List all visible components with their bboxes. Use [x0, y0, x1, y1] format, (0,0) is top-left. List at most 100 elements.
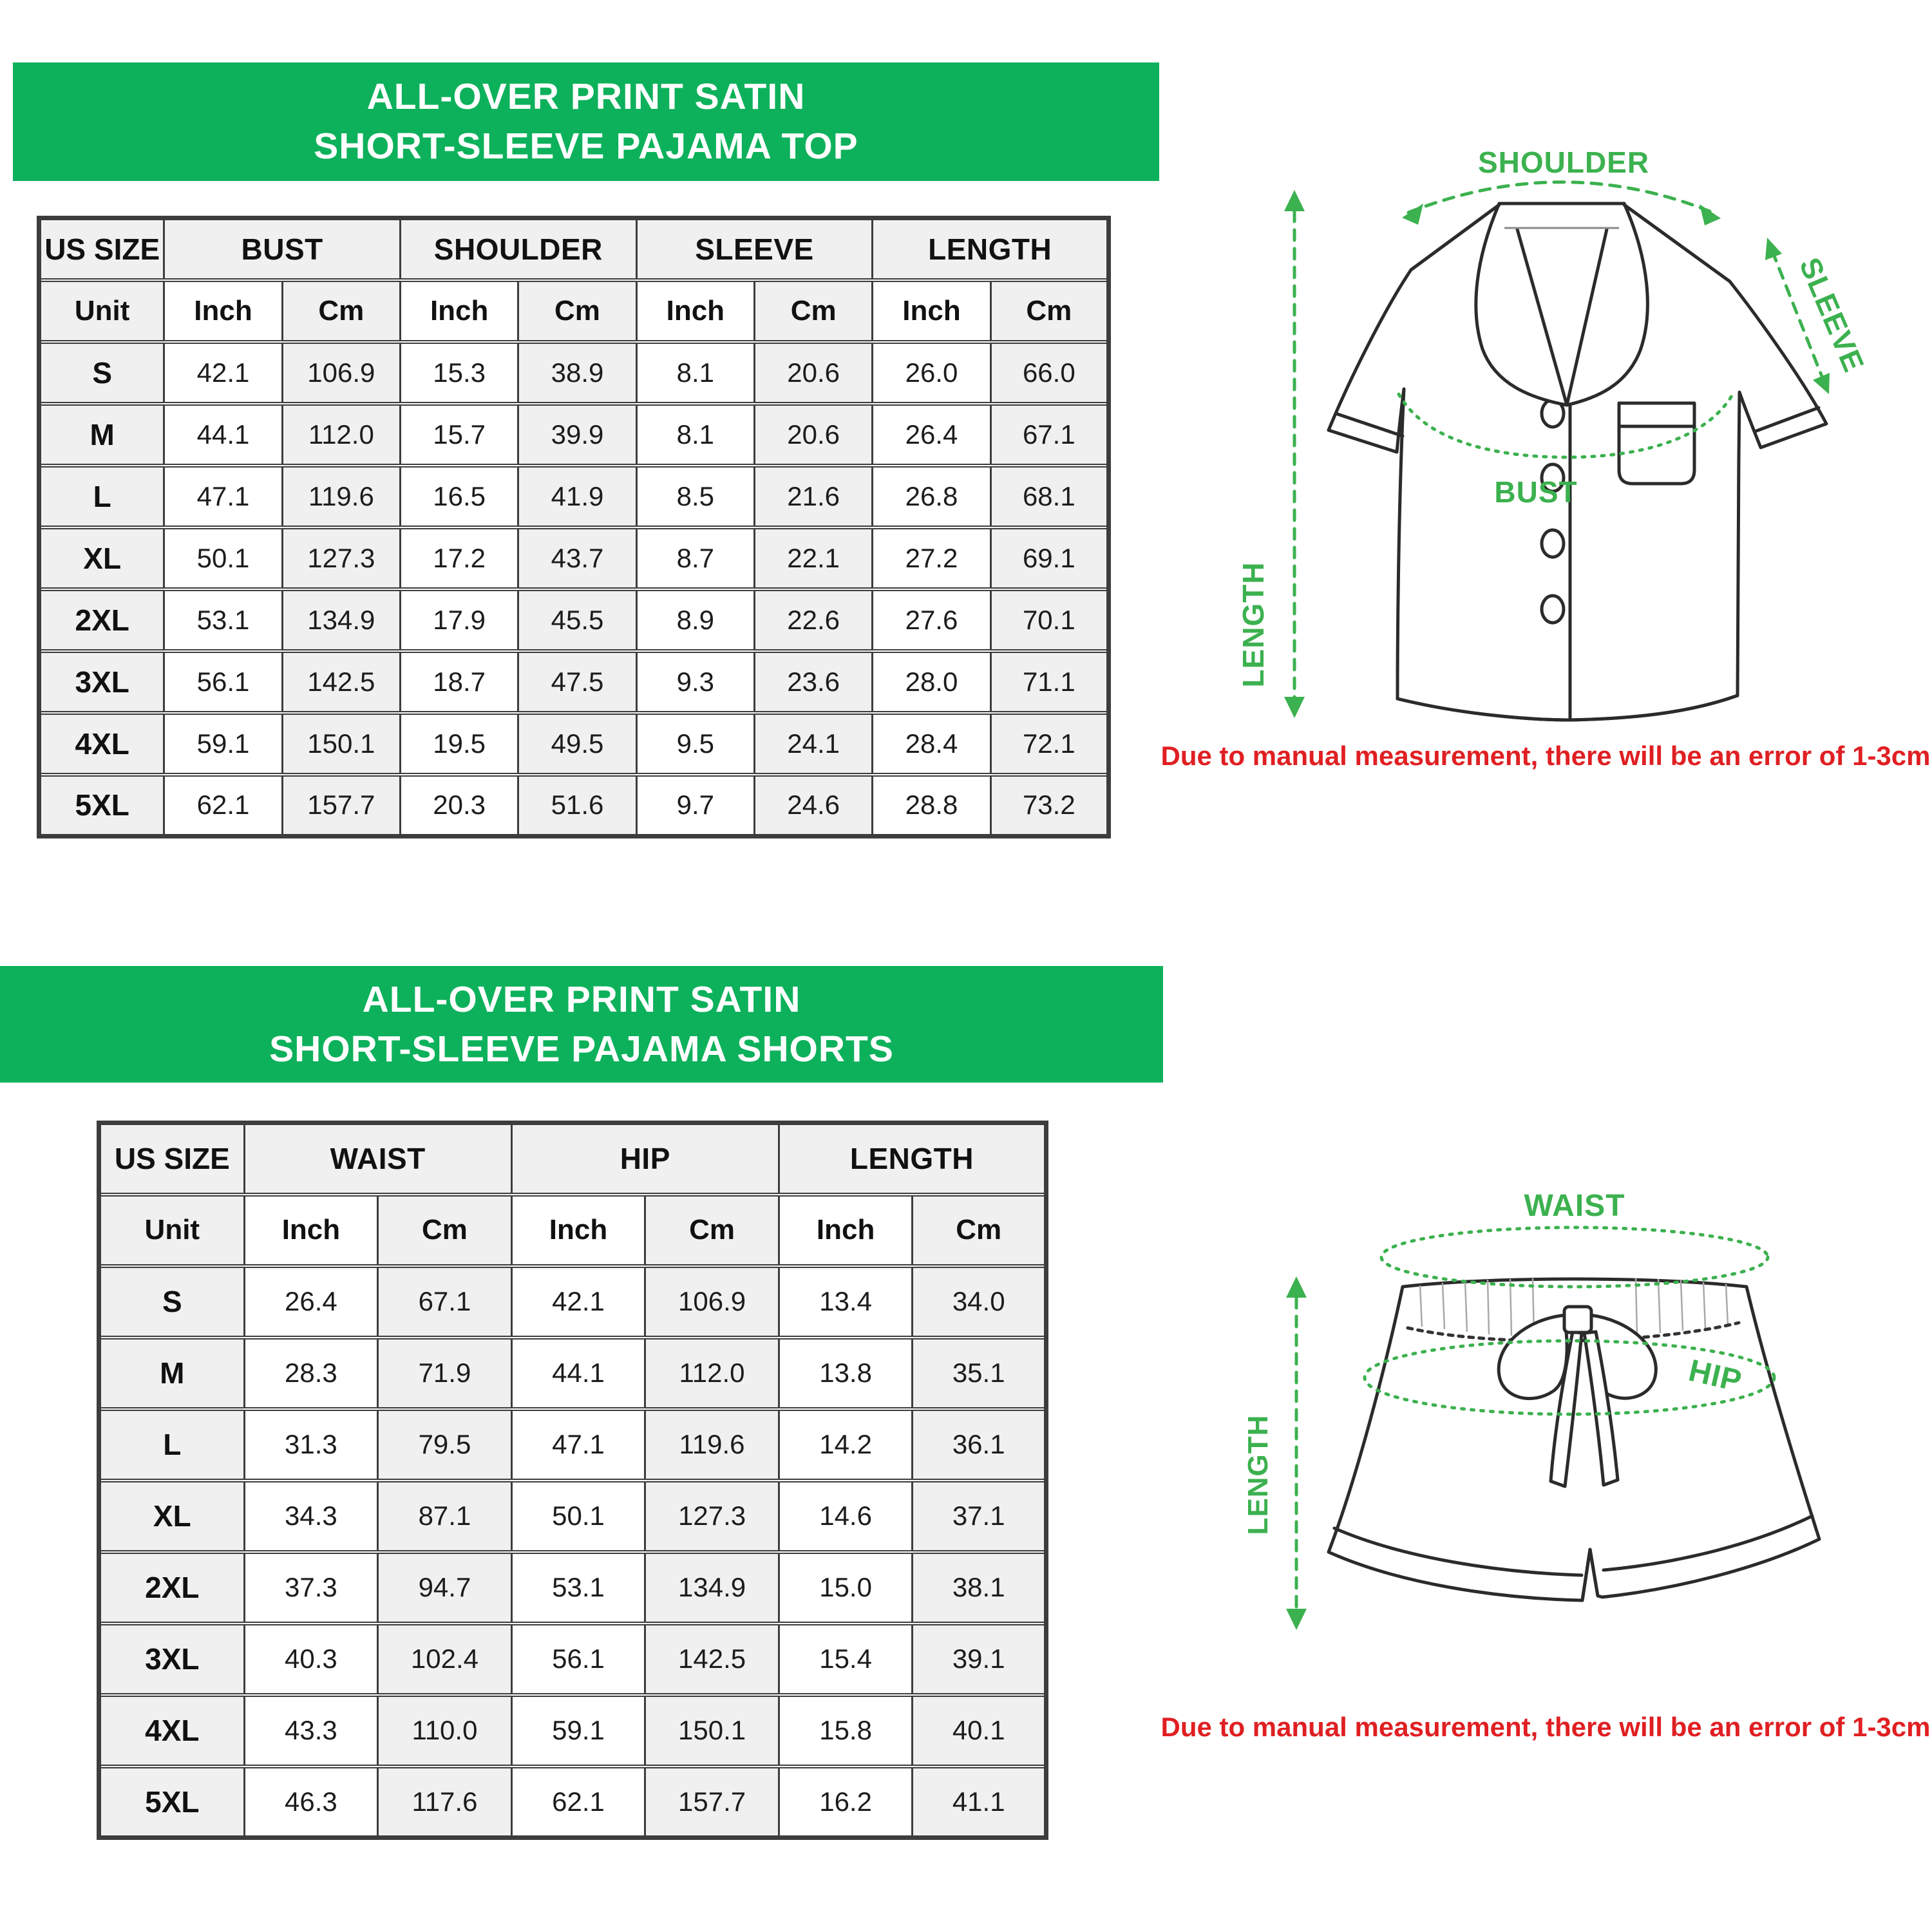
bottom-title-bar: ALL-OVER PRINT SATIN SHORT-SLEEVE PAJAMA…: [0, 966, 1163, 1083]
measurement-cell: 34.0: [911, 1264, 1047, 1340]
measurement-cell: 17.2: [399, 525, 520, 591]
pajama-shorts-measurement-diagram: WAIST HIP LENGTH: [1242, 1189, 1821, 1630]
unit-inch-header: Inch: [163, 278, 283, 344]
measurement-cell: 94.7: [377, 1549, 513, 1625]
column-header-hip: HIP: [510, 1121, 780, 1197]
measurement-cell: 9.3: [635, 649, 755, 715]
measurement-cell: 23.6: [753, 649, 874, 715]
top-title-bar: ALL-OVER PRINT SATIN SHORT-SLEEVE PAJAMA…: [13, 62, 1159, 181]
size-row-5xl: 5XL 46.3 117.6 62.1 157.7 16.2 41.1: [98, 1764, 1047, 1840]
size-row-s: S 42.1 106.9 15.3 38.9 8.1 20.6 26.0 66.0: [37, 339, 1110, 406]
measurement-cell: 117.6: [377, 1764, 513, 1840]
measurement-cell: 16.5: [399, 463, 520, 529]
measurement-cell: 20.6: [753, 339, 874, 406]
hip-measure-ellipse: [1363, 1339, 1776, 1416]
measurement-cell: 28.0: [871, 649, 992, 715]
column-header-size: US SIZE: [37, 216, 166, 282]
pajama-shorts-size-table: US SIZE WAIST HIP LENGTH Unit Inch Cm Inch Cm Inc…: [97, 1121, 1048, 1840]
shorts-length-arrow-top: [1286, 1276, 1307, 1298]
bottom-title-line1: ALL-OVER PRINT SATIN: [362, 978, 801, 1020]
measurement-cell: 22.1: [753, 525, 874, 591]
measurement-cell: 53.1: [163, 587, 283, 653]
size-row-m: M 44.1 112.0 15.7 39.9 8.1 20.6 26.4 67.1: [37, 401, 1110, 468]
pajama-top-measurement-diagram: SHOULDER SLEEVE LENGTH BUST: [1236, 146, 1871, 722]
measurement-cell: 53.1: [510, 1549, 647, 1625]
length-label: LENGTH: [1236, 562, 1270, 687]
measurement-cell: 106.9: [281, 339, 402, 406]
row-size-label: S: [37, 339, 166, 406]
measurement-cell: 70.1: [989, 587, 1110, 653]
buttons: [1540, 398, 1566, 625]
column-header-waist: WAIST: [243, 1121, 513, 1197]
measurement-cell: 20.6: [753, 401, 874, 468]
row-size-label: S: [98, 1264, 245, 1340]
measurement-cell: 45.5: [517, 587, 638, 653]
measurement-cell: 42.1: [510, 1264, 647, 1340]
waist-measure-ellipse: [1379, 1226, 1770, 1289]
measurement-cell: 8.7: [635, 525, 755, 591]
row-size-label: L: [98, 1406, 245, 1482]
measurement-cell: 14.2: [777, 1406, 914, 1482]
measurement-cell: 157.7: [281, 772, 402, 838]
collar: [1409, 202, 1732, 407]
measurement-cell: 56.1: [510, 1621, 647, 1697]
chest-pocket: [1617, 401, 1696, 486]
measurement-cell: 127.3: [281, 525, 402, 591]
measurement-cell: 47.5: [517, 649, 638, 715]
measurement-cell: 31.3: [243, 1406, 379, 1482]
measurement-cell: 110.0: [377, 1692, 513, 1768]
size-row-xl: XL 34.3 87.1 50.1 127.3 14.6 37.1: [98, 1478, 1047, 1554]
measurement-cell: 18.7: [399, 649, 520, 715]
measurement-cell: 102.4: [377, 1621, 513, 1697]
row-size-label: 2XL: [98, 1549, 245, 1625]
top-title-line2: SHORT-SLEEVE PAJAMA TOP: [314, 126, 858, 167]
measurement-cell: 44.1: [163, 401, 283, 468]
measurement-cell: 40.3: [243, 1621, 379, 1697]
row-size-label: XL: [37, 525, 166, 591]
measurement-cell: 26.0: [871, 339, 992, 406]
measurement-cell: 71.9: [377, 1335, 513, 1411]
measurement-cell: 59.1: [163, 710, 283, 777]
measurement-cell: 38.9: [517, 339, 638, 406]
size-row-2xl: 2XL 53.1 134.9 17.9 45.5 8.9 22.6 27.6 70.1: [37, 587, 1110, 653]
measurement-cell: 87.1: [377, 1478, 513, 1554]
measurement-cell: 37.3: [243, 1549, 379, 1625]
row-size-label: 3XL: [37, 649, 166, 715]
measurement-cell: 51.6: [517, 772, 638, 838]
size-row-s: S 26.4 67.1 42.1 106.9 13.4 34.0: [98, 1264, 1047, 1340]
row-size-label: M: [37, 401, 166, 468]
measurement-cell: 19.5: [399, 710, 520, 777]
measurement-cell: 50.1: [510, 1478, 647, 1554]
center-split: [1580, 1548, 1600, 1602]
measurement-cell: 15.4: [777, 1621, 914, 1697]
right-cuff-band: [1753, 406, 1821, 433]
measurement-cell: 43.7: [517, 525, 638, 591]
measurement-cell: 37.1: [911, 1478, 1047, 1554]
shorts-length-label: LENGTH: [1242, 1415, 1274, 1535]
measurement-cell: 15.3: [399, 339, 520, 406]
measurement-cell: 39.1: [911, 1621, 1047, 1697]
unit-inch-header: Inch: [871, 278, 992, 344]
measurement-cell: 24.6: [753, 772, 874, 838]
waist-label: WAIST: [1524, 1189, 1625, 1223]
measurement-cell: 41.1: [911, 1764, 1047, 1840]
size-row-3xl: 3XL 40.3 102.4 56.1 142.5 15.4 39.1: [98, 1621, 1047, 1697]
measurement-cell: 69.1: [989, 525, 1110, 591]
bottom-measurement-note: Due to manual measurement, there will be…: [1160, 1712, 1931, 1742]
size-row-5xl: 5XL 62.1 157.7 20.3 51.6 9.7 24.6 28.8 73.2: [37, 772, 1110, 838]
sleeve-label: SLEEVE: [1793, 252, 1871, 377]
bottom-title-line2: SHORT-SLEEVE PAJAMA SHORTS: [269, 1028, 894, 1070]
shorts-length-arrow-bottom: [1286, 1609, 1307, 1630]
size-row-xl: XL 50.1 127.3 17.2 43.7 8.7 22.1 27.2 69.1: [37, 525, 1110, 591]
measurement-cell: 8.1: [635, 401, 755, 468]
measurement-cell: 15.0: [777, 1549, 914, 1625]
measurement-cell: 47.1: [163, 463, 283, 529]
measurement-cell: 142.5: [281, 649, 402, 715]
row-size-label: 5XL: [98, 1764, 245, 1840]
length-arrow-bottom: [1284, 697, 1305, 718]
size-row-2xl: 2XL 37.3 94.7 53.1 134.9 15.0 38.1: [98, 1549, 1047, 1625]
unit-inch-header: Inch: [243, 1192, 379, 1268]
size-row-l: L 47.1 119.6 16.5 41.9 8.5 21.6 26.8 68.1: [37, 463, 1110, 529]
unit-inch-header: Inch: [777, 1192, 914, 1268]
measurement-cell: 112.0: [281, 401, 402, 468]
